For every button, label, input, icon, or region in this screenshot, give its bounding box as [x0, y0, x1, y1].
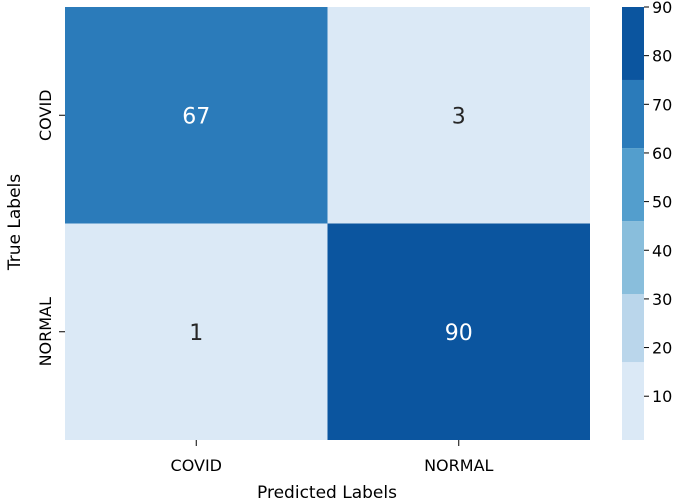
colorbar-tick-label: 10 [652, 387, 672, 406]
heatmap-cell [65, 7, 328, 224]
cell-value-label: 90 [445, 321, 473, 346]
heatmap-cell [327, 223, 590, 440]
colorbar-segment [622, 79, 644, 149]
colorbar-segment [622, 148, 644, 222]
x-tick-label: COVID [171, 456, 222, 475]
colorbar-tick-label: 60 [652, 144, 672, 163]
heatmap-cell [327, 7, 590, 224]
cell-value-label: 3 [452, 104, 466, 129]
y-axis-title: True Labels [5, 174, 25, 271]
cell-value-label: 67 [182, 104, 210, 129]
y-axis: COVID NORMAL [36, 90, 65, 366]
x-axis: COVID NORMAL [171, 440, 494, 475]
x-axis-title: Predicted Labels [257, 483, 397, 503]
x-tick-label: NORMAL [424, 456, 493, 475]
heatmap-cell [65, 223, 328, 440]
heatmap-cells [65, 7, 590, 440]
colorbar-segment [622, 294, 644, 363]
colorbar-segment [622, 362, 644, 440]
colorbar-tick-label: 50 [652, 193, 672, 212]
cell-value-label: 1 [189, 321, 203, 346]
colorbar-tick-label: 90 [652, 0, 672, 17]
y-tick-label: COVID [36, 90, 55, 141]
colorbar-segment [622, 221, 644, 295]
y-tick-label: NORMAL [36, 297, 55, 366]
colorbar-tick-label: 20 [652, 339, 672, 358]
colorbar-tick-label: 30 [652, 290, 672, 309]
heatmap-cell-labels: 67 3 1 90 [182, 104, 473, 346]
colorbar-tick-label: 70 [652, 95, 672, 114]
colorbar-segment [622, 7, 644, 80]
colorbar: 10 20 30 40 50 60 70 80 90 [622, 0, 672, 440]
colorbar-tick-label: 40 [652, 241, 672, 260]
colorbar-tick-label: 80 [652, 47, 672, 66]
